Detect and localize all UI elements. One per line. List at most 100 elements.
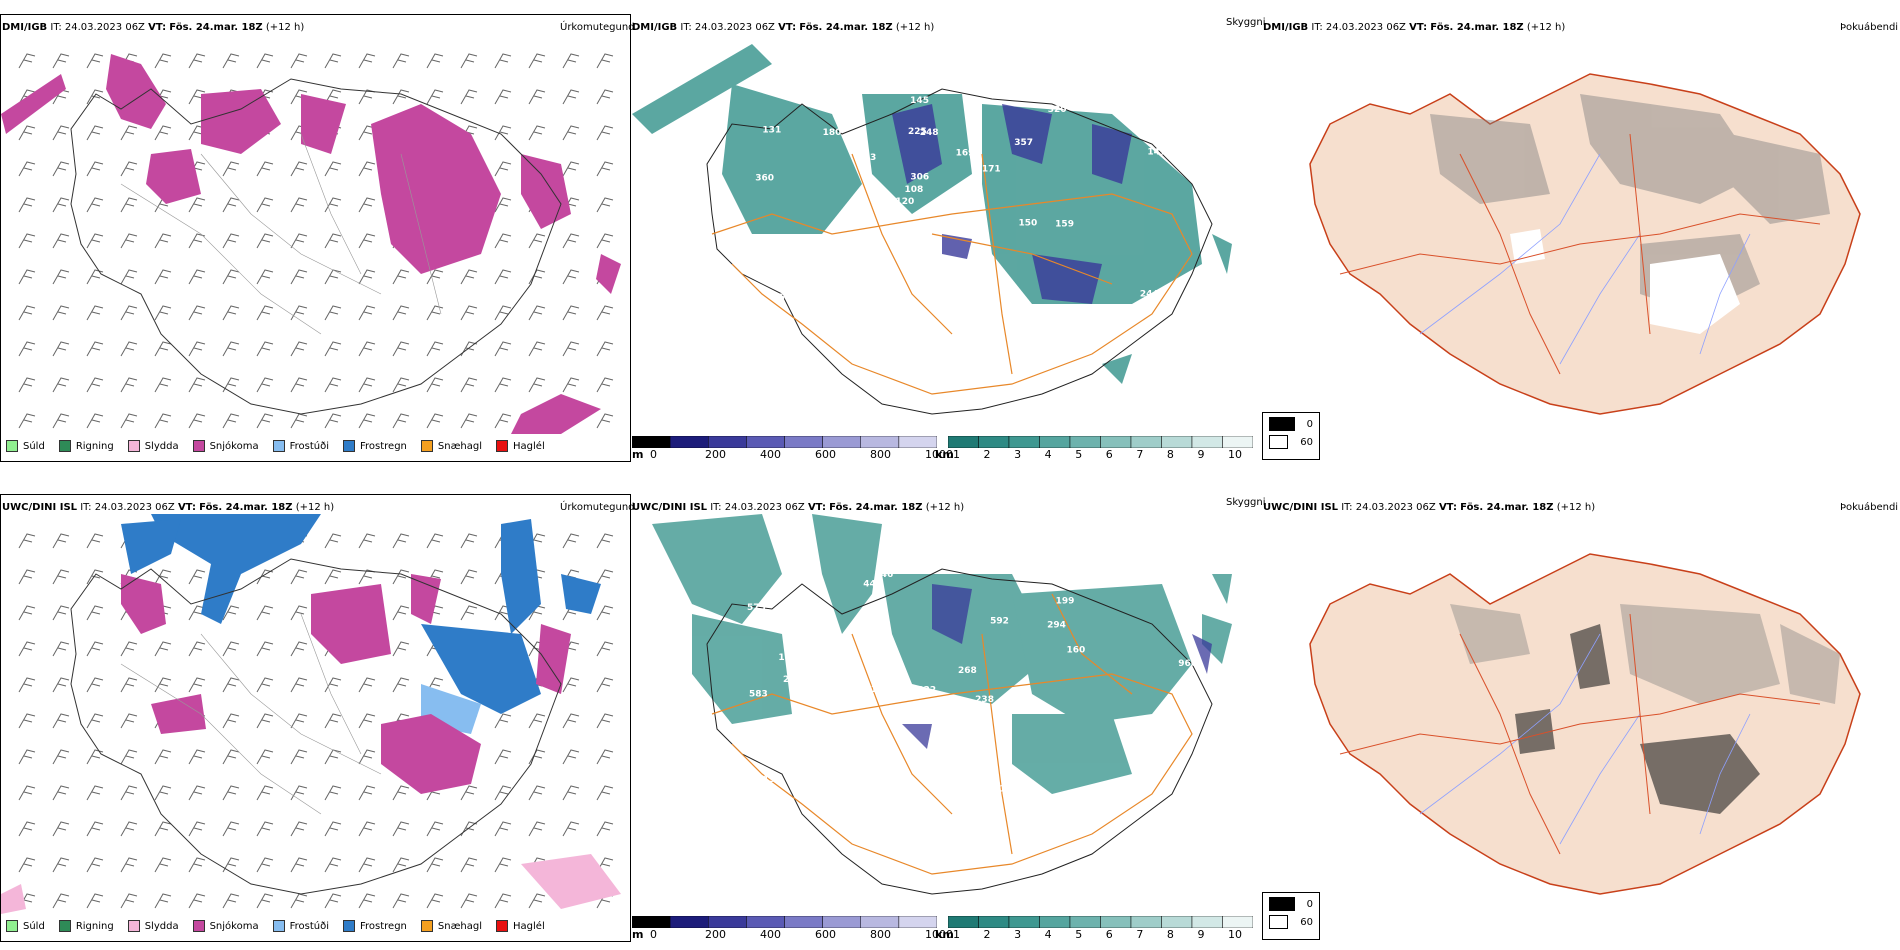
- fog-legend-swatch: [1269, 417, 1295, 431]
- wind-barb: [494, 821, 512, 837]
- wind-barb: [120, 269, 138, 285]
- vis-label: 446: [863, 579, 882, 589]
- wind-barb: [392, 89, 410, 105]
- vis-label: 159: [1055, 220, 1074, 230]
- colorbar-segment: [1008, 916, 1040, 928]
- wind-barb: [460, 857, 478, 873]
- wind-barb: [256, 305, 274, 321]
- wind-barb: [290, 677, 308, 693]
- wind-barb: [460, 785, 478, 801]
- vis-colorbar-m-ticks-row2: m 0 200 400 600 800 1000: [632, 928, 953, 942]
- wind-barb: [392, 53, 410, 69]
- colorbar-segment: [860, 916, 900, 928]
- wind-barb: [528, 749, 546, 765]
- precip-map-row1: [1, 53, 621, 434]
- wind-barb: [290, 161, 308, 177]
- wind-barb: [86, 233, 104, 249]
- wind-barb: [120, 893, 138, 909]
- vis-label: 193: [763, 775, 782, 785]
- wind-barb: [358, 377, 376, 393]
- wind-barb: [120, 785, 138, 801]
- colorbar-tick: 7: [1136, 448, 1144, 461]
- vis-label: 63: [864, 153, 877, 163]
- snow-areas: [1, 54, 621, 434]
- vis-label: 238: [975, 695, 994, 705]
- colorbar-tick: 9: [1197, 448, 1205, 461]
- precip-legend-swatch: [58, 440, 71, 452]
- wind-barb: [86, 413, 104, 429]
- wind-barb: [154, 269, 172, 285]
- wind-barb: [562, 89, 580, 105]
- vis-label: 244: [1140, 289, 1159, 299]
- colorbar-segment: [669, 916, 709, 928]
- vis-map-row1: 244 360 424 120 357 545 225 169 304 63 69 145 248 171…: [632, 44, 1232, 415]
- fog-map-row2: [1309, 553, 1861, 895]
- wind-barb: [18, 377, 36, 393]
- wind-barb: [154, 785, 172, 801]
- precip-legend-item: Súld: [6, 440, 45, 452]
- precip-map-row2: [1, 514, 621, 914]
- wind-barb: [290, 413, 308, 429]
- wind-barb: [562, 377, 580, 393]
- wind-barb: [460, 377, 478, 393]
- precip-legend-swatch: [6, 440, 18, 452]
- wind-barb: [52, 713, 70, 729]
- wind-barb: [460, 305, 478, 321]
- wind-barb: [52, 677, 70, 693]
- iceland-outline: [706, 568, 1213, 895]
- wind-barb: [358, 305, 376, 321]
- precip-legend-item: Snæhagl: [420, 920, 482, 932]
- wind-barb: [494, 89, 512, 105]
- wind-barb: [86, 893, 104, 909]
- wind-barb: [290, 605, 308, 621]
- iceland-land: [1309, 553, 1861, 895]
- wind-barb: [222, 857, 240, 873]
- wind-barb: [324, 413, 342, 429]
- wind-barb: [256, 53, 274, 69]
- wind-barb: [324, 893, 342, 909]
- wind-barb: [120, 305, 138, 321]
- wind-barb: [392, 821, 410, 837]
- precip-legend-swatch: [127, 440, 140, 452]
- wind-barb: [392, 893, 410, 909]
- vis-label: 360: [755, 174, 774, 184]
- wind-barb: [596, 713, 614, 729]
- vis-label: 113: [1091, 573, 1110, 583]
- wind-barb: [290, 785, 308, 801]
- colorbar-tick: 4: [1044, 448, 1052, 461]
- wind-barb: [256, 785, 274, 801]
- wind-barb: [324, 377, 342, 393]
- colorbar-tick: 4: [1044, 928, 1052, 941]
- wind-barb: [52, 749, 70, 765]
- wind-barb: [494, 197, 512, 213]
- wind-barb: [494, 125, 512, 141]
- precip-legend-row2: Súld Rigning Slydda Snjókoma Frostúði Frostre…: [6, 920, 559, 932]
- fog-legend-row2: 0 60: [1262, 892, 1320, 940]
- wind-barb: [324, 533, 342, 549]
- wind-barb: [52, 377, 70, 393]
- precip-legend-label: Frostregn: [360, 920, 407, 932]
- colorbar-segment: [1039, 916, 1071, 928]
- colorbar-tick: 1000: [925, 928, 953, 941]
- wind-barb: [562, 785, 580, 801]
- wind-barb: [188, 269, 206, 285]
- wind-barb: [86, 125, 104, 141]
- vis-label: 357: [1014, 138, 1033, 148]
- colorbar-tick: 8: [1166, 448, 1174, 461]
- wind-barb: [154, 821, 172, 837]
- wind-barb: [494, 713, 512, 729]
- wind-barb: [426, 269, 444, 285]
- colorbar-segment: [708, 916, 747, 928]
- wind-barb: [290, 269, 308, 285]
- rivers: [1419, 153, 1751, 365]
- wind-barb: [290, 341, 308, 357]
- wind-barb: [256, 893, 274, 909]
- wind-barb: [154, 749, 172, 765]
- colorbar-segment: [822, 916, 861, 928]
- wind-barb: [222, 305, 240, 321]
- iceland-outline: [706, 88, 1213, 415]
- wind-barb: [188, 893, 206, 909]
- colorbar-segment: [1130, 916, 1162, 928]
- wind-barb: [222, 641, 240, 657]
- wind-barb: [52, 785, 70, 801]
